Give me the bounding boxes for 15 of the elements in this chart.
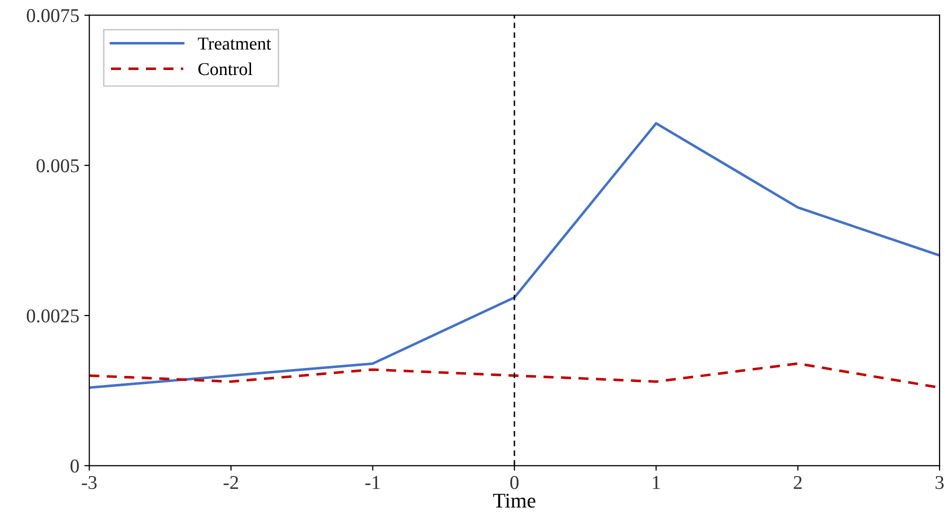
line-series — [89, 122, 940, 389]
x-tick-label: -3 — [82, 476, 97, 490]
x-tick-label: 1 — [652, 476, 660, 489]
x-axis-title: Time — [493, 494, 536, 508]
legend-label: Treatment — [198, 38, 272, 50]
y-tick-label: 0 — [70, 459, 79, 473]
y-tick-label: 0.0075 — [26, 9, 79, 22]
x-tick-label: -2 — [224, 476, 238, 489]
legend-label: Control — [198, 62, 252, 76]
y-tick-label: 0.0025 — [26, 309, 79, 323]
x-tick-label: -1 — [365, 476, 380, 489]
x-tick-label: 3 — [936, 476, 944, 490]
y-tick-label: 0.005 — [36, 159, 79, 172]
x-tick-label: 2 — [794, 476, 802, 489]
x-tick-label: 0 — [510, 476, 519, 490]
